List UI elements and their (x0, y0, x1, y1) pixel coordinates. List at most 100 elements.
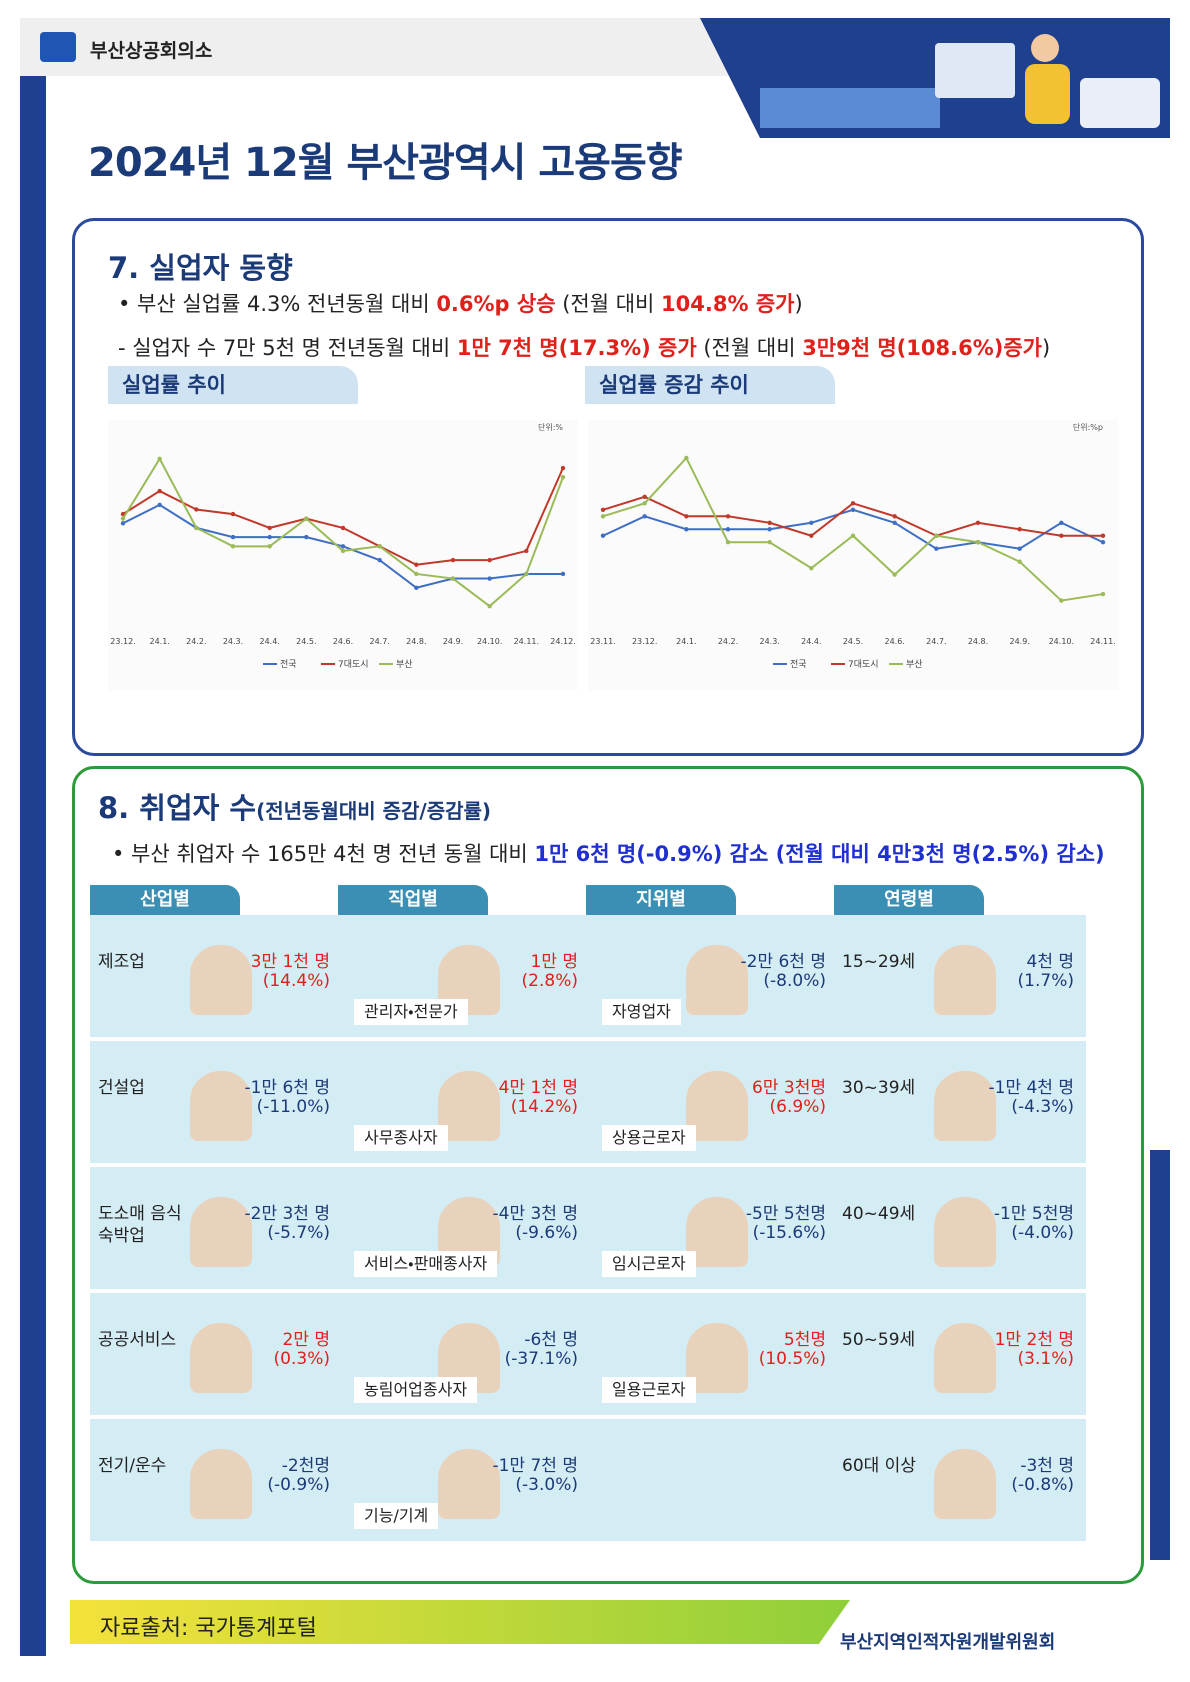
point (809, 520, 814, 525)
bullet-part: (전월 대비 (555, 292, 662, 316)
card-picture (438, 1449, 500, 1519)
legend-label: 7대도시 (848, 659, 879, 670)
point (684, 455, 689, 461)
card-picture (190, 1323, 252, 1393)
card-count: 3만 1천 명 (250, 952, 330, 972)
point (157, 488, 162, 494)
card-label: 50~59세 (842, 1330, 916, 1350)
point (892, 514, 897, 519)
stat-card: 일용근로자 5천명 (10.5%) (586, 1293, 838, 1415)
point (377, 557, 382, 563)
card-label: 공공서비스 (98, 1330, 177, 1350)
empty-card (586, 1419, 838, 1541)
card-count: -1만 4천 명 (988, 1078, 1075, 1098)
card-picture (686, 945, 748, 1015)
point (120, 516, 126, 521)
logo (40, 32, 76, 62)
section-heading: 7. 실업자 동향 (108, 251, 293, 285)
card-rate: (0.3%) (273, 1349, 330, 1369)
bullet-part: ) (794, 292, 803, 316)
bullet-part: 1만 7천 명(17.3%) 증가 (456, 336, 697, 360)
x-tick-label: 24.4. (801, 637, 821, 646)
x-tick-label: 24.3. (223, 637, 243, 646)
section-subheading: (전년동월대비 증감/증감률) (256, 799, 492, 823)
x-tick-label: 23.12. (110, 637, 135, 646)
point (524, 571, 529, 577)
card-picture (190, 1071, 252, 1141)
point (725, 514, 731, 519)
card-picture (686, 1071, 748, 1141)
x-tick-label: 24.10. (1049, 637, 1074, 646)
x-tick-label: 24.12. (550, 637, 575, 646)
point (157, 502, 162, 508)
point (684, 527, 689, 532)
org-name: 부산상공회의소 (90, 40, 213, 62)
card-count: -4만 3천 명 (492, 1204, 579, 1224)
stat-card: 서비스・판매종사자 -4만 3천 명 (-9.6%) (338, 1167, 590, 1289)
card-label: 사무종사자 (354, 1125, 448, 1151)
point (230, 534, 236, 540)
chart-tab: 실업률 증감 추이 (585, 366, 835, 404)
point (850, 507, 856, 513)
point (850, 533, 856, 538)
point (450, 576, 456, 581)
source: 자료출처: 국가통계포털 (100, 1616, 317, 1641)
point (809, 533, 814, 538)
point (934, 533, 939, 538)
stat-card: 50~59세 1만 2천 명 (3.1%) (834, 1293, 1086, 1415)
point (975, 540, 981, 545)
x-tick-label: 23.11. (590, 637, 615, 646)
card-rate: (-9.6%) (515, 1223, 578, 1243)
footer-org: 부산지역인적자원개발위원회 (840, 1632, 1056, 1653)
card-count: -6천 명 (524, 1330, 578, 1350)
point (809, 565, 814, 571)
card-count: 4만 1천 명 (498, 1078, 578, 1098)
x-tick-label: 24.5. (296, 637, 316, 646)
card-count: 1만 명 (530, 952, 579, 972)
bullet: - 실업자 수 7만 5천 명 전년동월 대비 1만 7천 명(17.3%) 증… (118, 332, 1050, 362)
card-label: 관리자・전문가 (354, 999, 468, 1025)
card-label: 자영업자 (602, 999, 681, 1025)
stat-card: 건설업 -1만 6천 명 (-11.0%) (90, 1041, 342, 1163)
chart-background (588, 420, 1118, 690)
point (1100, 533, 1106, 538)
group-column: 제조업 3만 1천 명 (14.4%) 건설업 -1만 6천 명 (-11.0%) 도소매 … (90, 915, 342, 1545)
card-label: 일용근로자 (602, 1377, 696, 1403)
right-strip (1150, 1150, 1170, 1560)
group-tab: 지위별 (586, 885, 736, 915)
point (524, 548, 529, 554)
x-tick-label: 24.8. (968, 637, 988, 646)
stat-card: 전기/운수 -2천명 (-0.9%) (90, 1419, 342, 1541)
x-tick-label: 24.4. (259, 637, 279, 646)
card-picture (438, 1071, 500, 1141)
chart: 단위:% 23.12. 24.1. 24.2. 24.3. 24.4. 24.5. 24.6.… (108, 420, 578, 690)
card-rate: (14.2%) (510, 1097, 578, 1117)
bullet: • 부산 실업률 4.3% 전년동월 대비 0.6%p 상승 (전월 대비 10… (118, 288, 803, 318)
group-tab: 산업별 (90, 885, 240, 915)
card-label: 농림어업종사자 (354, 1377, 478, 1403)
card-rate: (-15.6%) (752, 1223, 826, 1243)
point (1059, 533, 1064, 538)
point (767, 540, 772, 545)
x-tick-label: 24.11. (1090, 637, 1115, 646)
point (600, 507, 606, 513)
x-tick-label: 24.3. (759, 637, 779, 646)
point (194, 507, 199, 512)
card-picture (934, 945, 996, 1015)
point (600, 533, 606, 538)
x-tick-label: 24.2. (718, 637, 738, 646)
legend-label: 부산 (906, 659, 923, 670)
point (1100, 591, 1106, 597)
point (1017, 559, 1022, 564)
point (267, 544, 272, 549)
bullet-part: 104.8% 증가 (661, 292, 795, 316)
point (975, 520, 981, 525)
point (767, 527, 772, 532)
point (230, 544, 236, 549)
point (560, 571, 566, 577)
x-tick-label: 24.6. (884, 637, 904, 646)
card-label: 제조업 (98, 952, 145, 972)
point (1017, 546, 1022, 551)
card-label: 서비스・판매종사자 (354, 1251, 498, 1277)
